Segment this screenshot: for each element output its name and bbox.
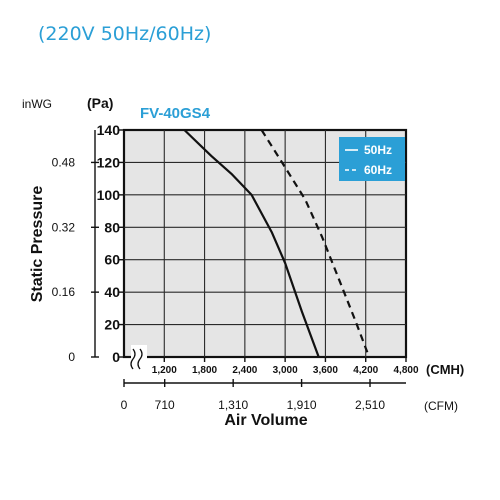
legend: 50Hz 60Hz	[339, 137, 405, 181]
x-tick-label: 4,200	[353, 365, 378, 376]
secondary-x-tick-label: 1,910	[287, 398, 317, 412]
secondary-y-tick-label: 0.16	[52, 285, 76, 299]
secondary-x-tick-label: 2,510	[355, 398, 385, 412]
tick-labels: 1,200 1,800 2,400 3,000 3,600 4,200 4,800 0 20 40…	[52, 122, 419, 412]
x-tick-label: 3,600	[313, 365, 338, 376]
y-tick-label: 40	[104, 284, 120, 300]
y-axis-title: Static Pressure	[29, 186, 46, 303]
axes	[91, 129, 407, 387]
axis-break-icon	[130, 345, 147, 370]
x-tick-label: 3,000	[273, 365, 298, 376]
secondary-x-unit-label: (CFM)	[424, 399, 458, 413]
y-tick-label: 20	[104, 317, 120, 333]
legend-label-60hz: 60Hz	[364, 163, 392, 177]
x-axis-title: Air Volume	[224, 412, 307, 429]
data-curves	[183, 129, 371, 358]
y-tick-label: 60	[104, 252, 120, 268]
series-line-50hz	[183, 129, 320, 358]
y-tick-label: 100	[97, 187, 121, 203]
secondary-y-tick-label: 0.32	[52, 220, 76, 234]
secondary-y-unit-label: inWG	[22, 97, 52, 111]
y-tick-label: 0	[112, 349, 120, 365]
secondary-y-tick-label: 0	[68, 350, 75, 364]
secondary-y-tick-label: 0.48	[52, 155, 76, 169]
secondary-x-tick-label: 1,310	[218, 398, 248, 412]
legend-box	[339, 137, 405, 181]
legend-label-50hz: 50Hz	[364, 143, 392, 157]
y-tick-label: 140	[97, 122, 121, 138]
x-tick-label: 1,800	[192, 365, 217, 376]
grid-lines	[124, 130, 406, 357]
x-unit-label: (CMH)	[426, 362, 464, 377]
chart-title: FV-40GS4	[140, 105, 211, 122]
secondary-x-tick-label: 710	[155, 398, 175, 412]
y-unit-label: (Pa)	[87, 95, 113, 111]
x-tick-label: 1,200	[152, 365, 177, 376]
x-tick-label: 4,800	[393, 365, 418, 376]
y-tick-label: 80	[104, 219, 120, 235]
x-tick-label: 2,400	[232, 365, 257, 376]
secondary-x-tick-label: 0	[121, 398, 128, 412]
page-header-title: (220V 50Hz/60Hz)	[38, 23, 211, 45]
y-tick-label: 120	[97, 154, 121, 170]
series-line-60hz	[260, 129, 371, 358]
